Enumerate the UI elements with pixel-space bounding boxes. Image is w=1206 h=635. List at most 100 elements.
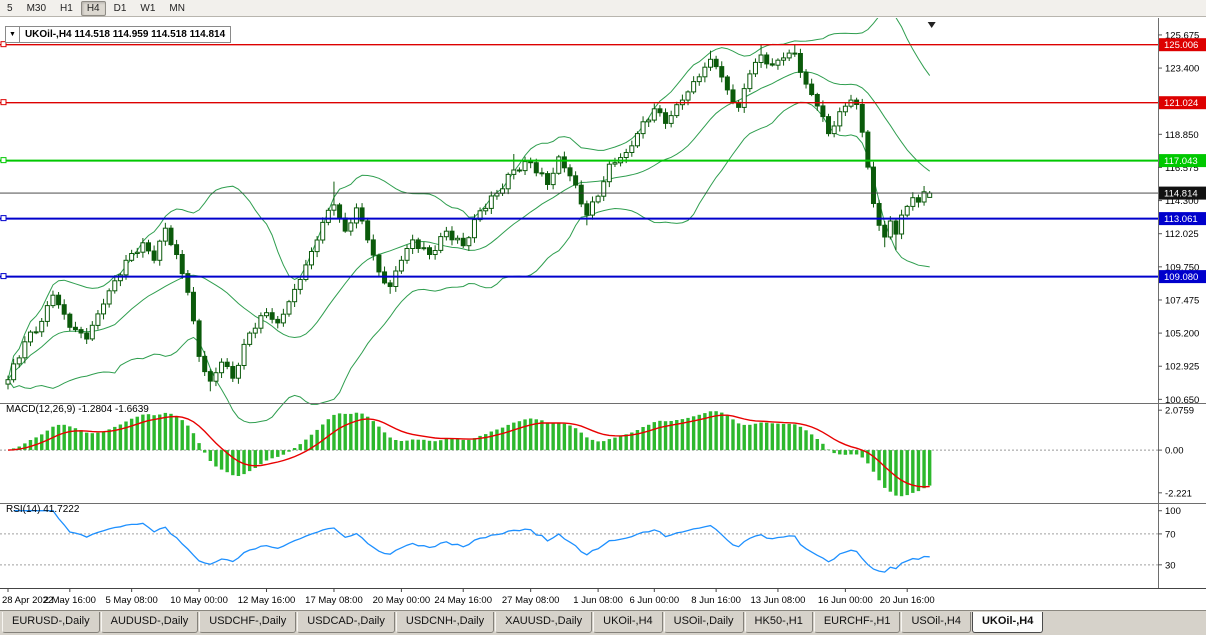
- bear-candle: [376, 254, 382, 273]
- bull-candle: [488, 195, 494, 209]
- timeframe-button-d1[interactable]: D1: [113, 2, 127, 14]
- timeframe-button-mn[interactable]: MN: [169, 2, 185, 14]
- chart-tab-audusd-daily[interactable]: AUDUSD-,Daily: [100, 612, 199, 633]
- chart-tab-hk50-h1[interactable]: HK50-,H1: [744, 612, 813, 633]
- ohlc-low: 114.518: [151, 29, 187, 40]
- bull-candle: [331, 204, 337, 211]
- bull-candle: [747, 73, 753, 90]
- chart-tab-ukoil-h4[interactable]: UKOil-,H4: [971, 612, 1044, 633]
- bear-candle: [797, 53, 803, 73]
- time-tick-label: 5 May 08:00: [105, 595, 157, 606]
- bull-candle: [601, 181, 607, 197]
- bull-candle: [505, 173, 511, 190]
- chart-tab-usdcad-daily[interactable]: USDCAD-,Daily: [297, 612, 395, 633]
- bear-candle: [56, 294, 62, 306]
- bear-candle: [202, 355, 208, 373]
- bear-candle: [174, 244, 180, 255]
- bull-candle: [241, 343, 247, 366]
- timeframe-button-5[interactable]: 5: [7, 2, 13, 14]
- bear-candle: [61, 304, 67, 315]
- time-tick-label: 2 May 16:00: [44, 595, 96, 606]
- bull-candle: [398, 259, 404, 272]
- bear-candle: [179, 254, 185, 275]
- axis-price-badge-label: 121.024: [1164, 98, 1198, 109]
- bear-candle: [826, 116, 832, 135]
- chart-canvas[interactable]: 125.675123.400121.125118.850116.575114.3…: [0, 18, 1206, 610]
- bull-candle: [22, 341, 28, 359]
- axis-price-badge: [1159, 186, 1206, 200]
- chart-tab-xauusd-daily[interactable]: XAUUSD-,Daily: [495, 612, 593, 633]
- bull-candle: [320, 221, 326, 241]
- price-tick-label: 116.575: [1165, 163, 1199, 174]
- price-tick-label: 107.475: [1165, 295, 1199, 306]
- chart-tab-ukoil-h4[interactable]: UKOil-,H4: [593, 612, 663, 633]
- bear-candle: [567, 167, 573, 177]
- time-tick-label: 6 Jun 00:00: [629, 595, 679, 606]
- macd-tick-label: 0.00: [1165, 446, 1184, 457]
- timeframe-button-h4[interactable]: H4: [80, 0, 106, 16]
- chart-tab-usdchf-daily[interactable]: USDCHF-,Daily: [199, 612, 297, 633]
- bear-candle: [893, 220, 899, 235]
- rsi-indicator-label: RSI(14) 41.7222: [6, 504, 79, 515]
- chart-tab-usdcnh-daily[interactable]: USDCNH-,Daily: [395, 612, 495, 633]
- price-tick-label: 112.025: [1165, 229, 1199, 240]
- bull-candle: [258, 315, 264, 329]
- level-left-marker: [0, 99, 7, 106]
- bear-candle: [196, 320, 202, 357]
- bull-candle: [842, 105, 848, 113]
- timeframe-button-w1[interactable]: W1: [140, 2, 156, 14]
- bull-candle: [44, 305, 50, 322]
- bull-candle: [466, 237, 472, 247]
- bull-candle: [353, 207, 359, 224]
- bear-candle: [168, 227, 174, 246]
- chart-tab-usoil-h4[interactable]: USOil-,H4: [901, 612, 971, 633]
- bull-candle: [471, 219, 477, 239]
- bear-candle: [72, 326, 78, 331]
- bull-candle: [123, 259, 129, 276]
- bull-candle: [303, 264, 309, 280]
- time-tick-label: 16 Jun 00:00: [818, 595, 873, 606]
- bear-candle: [146, 242, 151, 252]
- axis-price-badge: [1159, 212, 1206, 226]
- bull-candle: [494, 192, 500, 197]
- bear-candle: [427, 247, 432, 255]
- chart-tab-eurchf-h1[interactable]: EURCHF-,H1: [813, 612, 901, 633]
- timeframe-button-h1[interactable]: H1: [60, 2, 73, 14]
- chart-symbol-box[interactable]: ▼ UKOil-,H4 114.518 114.959 114.518 114.…: [5, 26, 232, 43]
- bear-candle: [78, 329, 84, 334]
- chart-tab-eurusd-daily[interactable]: EURUSD-,Daily: [2, 612, 100, 633]
- bear-candle: [415, 239, 421, 249]
- bull-candle: [702, 66, 708, 78]
- bull-candle: [410, 239, 416, 249]
- bear-candle: [528, 161, 534, 164]
- bear-candle: [803, 71, 809, 85]
- bull-candle: [252, 327, 258, 334]
- bull-candle: [904, 205, 910, 216]
- bull-candle: [106, 290, 112, 305]
- level-left-marker: [0, 157, 7, 164]
- bear-candle: [724, 76, 730, 91]
- axis-price-badge-label: 117.043: [1164, 156, 1198, 167]
- bull-candle: [910, 197, 916, 207]
- bollinger-lower-line: [7, 101, 930, 424]
- bull-candle: [421, 247, 427, 250]
- bear-candle: [915, 197, 921, 203]
- time-tick-label: 10 May 00:00: [170, 595, 228, 606]
- bull-candle: [927, 192, 933, 198]
- timeframe-button-m30[interactable]: M30: [26, 2, 47, 14]
- macd-tick-label: -2.221: [1165, 488, 1192, 499]
- level-left-marker: [0, 215, 7, 222]
- bull-candle: [264, 312, 270, 317]
- bear-candle: [876, 203, 882, 226]
- bull-candle: [589, 201, 595, 216]
- bear-candle: [859, 104, 865, 133]
- chart-tab-usoil-daily[interactable]: USOil-,Daily: [663, 612, 744, 633]
- bear-candle: [269, 312, 275, 320]
- macd-signal-line: [7, 414, 930, 488]
- bear-candle: [190, 291, 196, 322]
- bull-candle: [286, 301, 292, 315]
- bull-candle: [634, 133, 640, 147]
- time-tick-label: 24 May 16:00: [434, 595, 492, 606]
- bear-candle: [151, 250, 157, 261]
- symbol-dropdown-icon[interactable]: ▼: [6, 27, 20, 42]
